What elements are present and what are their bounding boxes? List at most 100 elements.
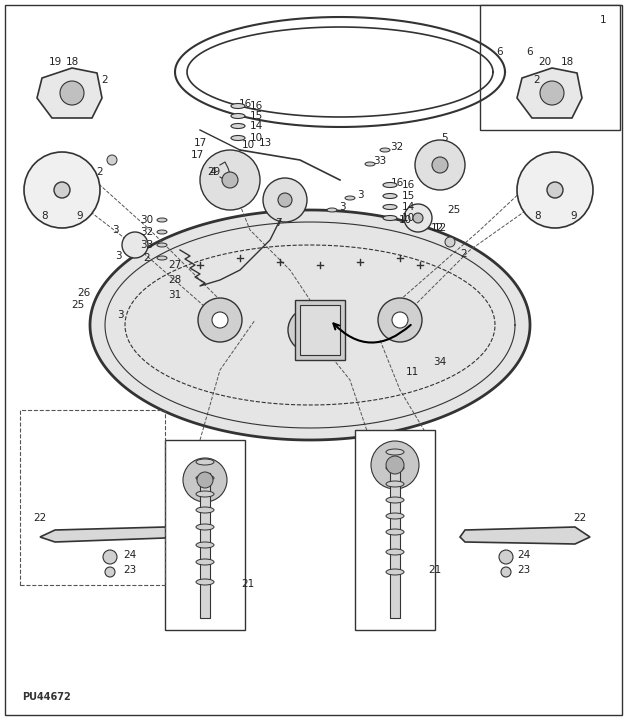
Ellipse shape xyxy=(157,256,167,260)
Text: 22: 22 xyxy=(573,513,587,523)
Ellipse shape xyxy=(386,569,404,575)
Ellipse shape xyxy=(196,542,214,548)
Text: 29: 29 xyxy=(208,167,221,177)
Text: 2: 2 xyxy=(102,75,108,85)
Circle shape xyxy=(547,182,563,198)
Text: 28: 28 xyxy=(169,275,182,285)
Circle shape xyxy=(432,157,448,173)
Text: 3: 3 xyxy=(112,225,119,235)
Bar xyxy=(355,430,435,630)
Text: 18: 18 xyxy=(65,57,78,67)
Text: 32: 32 xyxy=(140,227,154,237)
Text: 31: 31 xyxy=(169,290,182,300)
Text: 5: 5 xyxy=(441,133,448,143)
Ellipse shape xyxy=(386,497,404,503)
Circle shape xyxy=(445,237,455,247)
Text: 6: 6 xyxy=(497,47,503,57)
Text: 16: 16 xyxy=(250,101,263,111)
Text: 34: 34 xyxy=(433,357,446,367)
Polygon shape xyxy=(40,527,170,542)
Text: 24: 24 xyxy=(517,550,530,560)
Ellipse shape xyxy=(196,524,214,530)
Circle shape xyxy=(222,172,238,188)
Circle shape xyxy=(413,213,423,223)
Circle shape xyxy=(517,152,593,228)
Circle shape xyxy=(540,81,564,105)
Text: 3: 3 xyxy=(339,202,345,212)
Ellipse shape xyxy=(383,204,397,210)
Text: 19: 19 xyxy=(48,57,61,67)
Text: 33: 33 xyxy=(140,240,154,250)
Text: 3: 3 xyxy=(357,190,363,200)
Ellipse shape xyxy=(365,162,375,166)
Text: 2: 2 xyxy=(97,167,103,177)
Polygon shape xyxy=(517,68,582,118)
Text: 15: 15 xyxy=(401,191,414,201)
Ellipse shape xyxy=(383,182,397,187)
Text: 9: 9 xyxy=(571,211,577,221)
Ellipse shape xyxy=(231,124,245,128)
Text: 26: 26 xyxy=(77,288,91,298)
Text: 8: 8 xyxy=(41,211,48,221)
Circle shape xyxy=(105,567,115,577)
Circle shape xyxy=(302,322,318,338)
Circle shape xyxy=(54,182,70,198)
Circle shape xyxy=(107,155,117,165)
Circle shape xyxy=(198,298,242,342)
Text: 13: 13 xyxy=(258,138,271,148)
Text: 23: 23 xyxy=(517,565,530,575)
Bar xyxy=(300,305,340,355)
Text: 8: 8 xyxy=(535,211,541,221)
Circle shape xyxy=(392,312,408,328)
Text: 10: 10 xyxy=(398,215,411,225)
Bar xyxy=(390,463,400,618)
Circle shape xyxy=(415,140,465,190)
Text: 17: 17 xyxy=(193,138,207,148)
Ellipse shape xyxy=(345,196,355,200)
Circle shape xyxy=(499,550,513,564)
Text: 3: 3 xyxy=(117,310,124,320)
Text: 7: 7 xyxy=(275,218,282,228)
Ellipse shape xyxy=(380,148,390,152)
Ellipse shape xyxy=(386,481,404,487)
Text: 6: 6 xyxy=(527,47,534,57)
Text: 21: 21 xyxy=(428,565,441,575)
Text: 32: 32 xyxy=(391,142,404,152)
Text: 24: 24 xyxy=(124,550,137,560)
Ellipse shape xyxy=(386,529,404,535)
Text: 33: 33 xyxy=(373,156,387,166)
Ellipse shape xyxy=(231,135,245,140)
Ellipse shape xyxy=(386,449,404,455)
Text: 3: 3 xyxy=(115,251,121,261)
Text: 10: 10 xyxy=(401,213,414,223)
Ellipse shape xyxy=(157,230,167,234)
Text: 2: 2 xyxy=(144,253,150,263)
Text: 4: 4 xyxy=(209,167,216,177)
Ellipse shape xyxy=(157,243,167,247)
Text: 15: 15 xyxy=(250,111,263,121)
Text: 16: 16 xyxy=(238,99,251,109)
Circle shape xyxy=(263,178,307,222)
Circle shape xyxy=(371,441,419,489)
Bar xyxy=(200,473,210,618)
Text: 2: 2 xyxy=(534,75,540,85)
Circle shape xyxy=(200,150,260,210)
Circle shape xyxy=(183,458,227,502)
Text: 16: 16 xyxy=(401,180,414,190)
Text: 16: 16 xyxy=(391,178,404,188)
Circle shape xyxy=(386,456,404,474)
Circle shape xyxy=(288,308,332,352)
Text: 25: 25 xyxy=(71,300,85,310)
Ellipse shape xyxy=(157,218,167,222)
Circle shape xyxy=(501,567,511,577)
Ellipse shape xyxy=(386,513,404,519)
Circle shape xyxy=(103,550,117,564)
Circle shape xyxy=(278,193,292,207)
Text: 12: 12 xyxy=(433,223,446,233)
Polygon shape xyxy=(460,527,590,544)
Ellipse shape xyxy=(196,507,214,513)
Text: 30: 30 xyxy=(140,215,154,225)
Ellipse shape xyxy=(196,559,214,565)
Circle shape xyxy=(122,232,148,258)
Circle shape xyxy=(197,472,213,488)
